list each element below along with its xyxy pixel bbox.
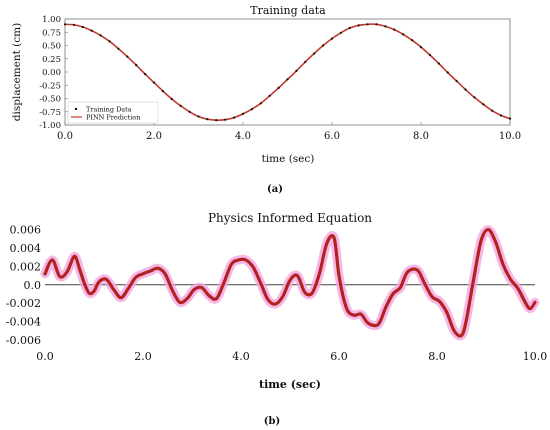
data-point-training — [81, 25, 84, 29]
x-tick-label: 4.0 — [235, 131, 251, 142]
data-point-training — [233, 116, 236, 119]
y-tick-label: 0.004 — [10, 242, 42, 255]
chart-a-title: Training data — [250, 4, 326, 17]
data-point-training — [508, 117, 512, 120]
chart-b-title: Physics Informed Equation — [208, 211, 372, 225]
data-point-training — [419, 46, 423, 49]
data-point-training — [500, 114, 503, 117]
data-point-training — [473, 96, 476, 99]
x-tick-label: 8.0 — [413, 131, 429, 142]
data-point-training — [339, 31, 342, 34]
panel-b-label: (b) — [264, 416, 280, 427]
data-point-training — [126, 55, 129, 58]
chart-a-xlabel: time (sec) — [262, 153, 315, 165]
data-point-training — [428, 53, 431, 57]
legend-marker-training-data — [74, 107, 78, 111]
y-tick-label: 0.25 — [42, 55, 61, 65]
data-point-training — [455, 79, 458, 83]
x-tick-label: 0.0 — [57, 131, 73, 142]
data-point-training — [322, 44, 325, 47]
series-line-residual — [43, 228, 537, 338]
chart-a-legend: Training Data PINN Prediction — [67, 101, 159, 124]
data-point-training — [464, 88, 467, 91]
x-tick-label: 6.0 — [330, 350, 348, 363]
x-tick-label: 2.0 — [134, 350, 152, 363]
x-tick-label: 2.0 — [146, 131, 162, 142]
data-point-training — [72, 23, 75, 26]
y-tick-label: 0.002 — [10, 260, 42, 273]
data-point-training — [99, 34, 102, 37]
data-point-training — [304, 60, 307, 64]
data-point-training — [313, 52, 316, 55]
data-point-training — [491, 109, 494, 112]
data-point-training — [259, 102, 262, 105]
data-point-training — [330, 37, 334, 40]
data-point-training — [215, 119, 218, 122]
y-tick-label: -0.25 — [39, 81, 61, 91]
y-tick-label: -0.002 — [6, 297, 41, 310]
data-point-training — [135, 64, 138, 67]
data-point-training — [188, 110, 191, 113]
y-tick-label: -0.004 — [6, 316, 41, 329]
data-point-training — [402, 33, 405, 36]
y-tick-label: 0.006 — [10, 224, 42, 237]
data-point-training — [357, 24, 360, 27]
chart-training-data: Training data 1.00 0.75 0.50 0.25 0.00 -0.25 -… — [11, 4, 521, 195]
data-point-training — [224, 118, 227, 121]
y-tick-label: 1.00 — [42, 15, 61, 25]
data-point-training — [348, 26, 351, 30]
data-point-training — [446, 71, 449, 74]
legend-box — [67, 101, 159, 124]
y-tick-label: 0.50 — [42, 42, 61, 52]
y-tick-label: 0.0 — [24, 279, 42, 292]
data-point-training — [277, 86, 280, 89]
y-tick-label: -1.00 — [39, 121, 61, 131]
x-tick-label: 0.0 — [36, 350, 54, 363]
data-point-training — [366, 23, 369, 26]
legend-label-training-data: Training Data — [86, 106, 132, 114]
data-point-training — [482, 103, 485, 106]
data-point-training — [295, 69, 298, 72]
data-point-training — [286, 78, 289, 81]
data-point-training — [197, 115, 200, 118]
data-point-training — [170, 97, 173, 101]
y-tick-label: -0.006 — [6, 334, 41, 347]
data-point-training — [117, 47, 120, 50]
data-point-training — [393, 28, 396, 31]
x-tick-label: 10.0 — [499, 131, 521, 142]
panel-a-label: (a) — [267, 184, 283, 195]
chart-b-xlabel: time (sec) — [259, 378, 321, 391]
data-point-training — [437, 62, 440, 65]
x-tick-label: 10.0 — [523, 350, 548, 363]
x-tick-label: 6.0 — [324, 131, 340, 142]
data-point-training — [90, 29, 93, 32]
chart-a-ylabel: displacement (cm) — [11, 23, 23, 121]
data-point-training — [63, 23, 67, 26]
data-point-training — [144, 73, 147, 76]
data-point-training — [250, 108, 253, 111]
legend-label-pinn-prediction: PINN Prediction — [86, 114, 140, 122]
data-point-training — [411, 39, 414, 42]
data-point-training — [108, 40, 111, 43]
x-tick-label: 4.0 — [232, 350, 250, 363]
x-tick-label: 8.0 — [428, 350, 446, 363]
data-point-training — [161, 90, 164, 93]
data-point-training — [268, 94, 271, 97]
data-point-training — [241, 112, 245, 115]
y-tick-label: 0.75 — [42, 28, 61, 38]
data-point-training — [152, 81, 156, 84]
y-tick-label: 0.00 — [42, 68, 61, 78]
data-point-training — [206, 118, 209, 121]
data-point-training — [179, 104, 182, 107]
y-tick-label: -0.75 — [39, 108, 61, 118]
y-tick-label: -0.50 — [39, 95, 61, 105]
data-point-training — [384, 25, 387, 28]
chart-physics-informed-equation: Physics Informed Equation 0.0060.0040.00… — [6, 211, 547, 427]
data-point-training — [375, 23, 378, 26]
